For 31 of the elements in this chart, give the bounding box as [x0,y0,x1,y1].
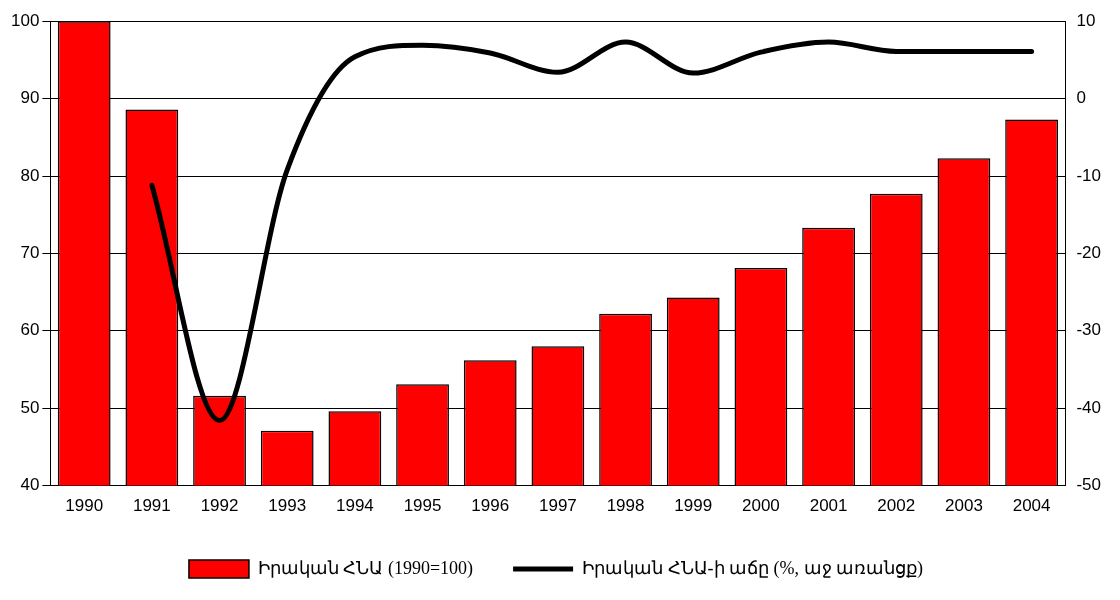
x-tick-label: 2003 [945,496,983,516]
legend-label: Իրական ՀՆԱ (1990=100) [257,557,474,579]
x-tick-label: 1997 [538,496,577,516]
x-tick-label: 2004 [1012,496,1051,516]
x-tick-label: 1999 [674,496,713,516]
x-tick-label: 1996 [471,496,510,516]
y2-tick-label: 0 [1076,88,1086,108]
y-tick-label: 40 [20,475,40,495]
y2-tick-label: -50 [1076,475,1102,495]
y-tick-label: 90 [20,88,40,108]
x-tick-label: 1993 [268,496,307,516]
y2-tick-label: -30 [1076,320,1102,340]
y2-tick-label: 10 [1076,10,1096,30]
y-tick-label: 80 [20,165,40,185]
x-tick-label: 2001 [809,496,848,516]
y-tick-label: 100 [10,10,40,30]
legend-label: Իրական ՀՆԱ-ի աճը (%, աջ առանցք) [582,557,924,579]
y2-tick-label: -20 [1076,243,1102,263]
y-tick-label: 70 [20,243,40,263]
x-tick-label: 1990 [65,496,104,516]
x-tick-label: 1995 [403,496,442,516]
y-tick-label: 60 [20,320,40,340]
x-tick-label: 2000 [742,496,780,516]
x-tick-label: 1994 [335,496,374,516]
y-tick-label: 50 [20,397,40,417]
x-tick-label: 1991 [132,496,171,516]
y2-tick-label: -10 [1076,165,1102,185]
x-tick-label: 2002 [877,496,916,516]
y2-tick-label: -40 [1076,397,1102,417]
x-tick-label: 1998 [606,496,645,516]
x-tick-label: 1992 [200,496,239,516]
